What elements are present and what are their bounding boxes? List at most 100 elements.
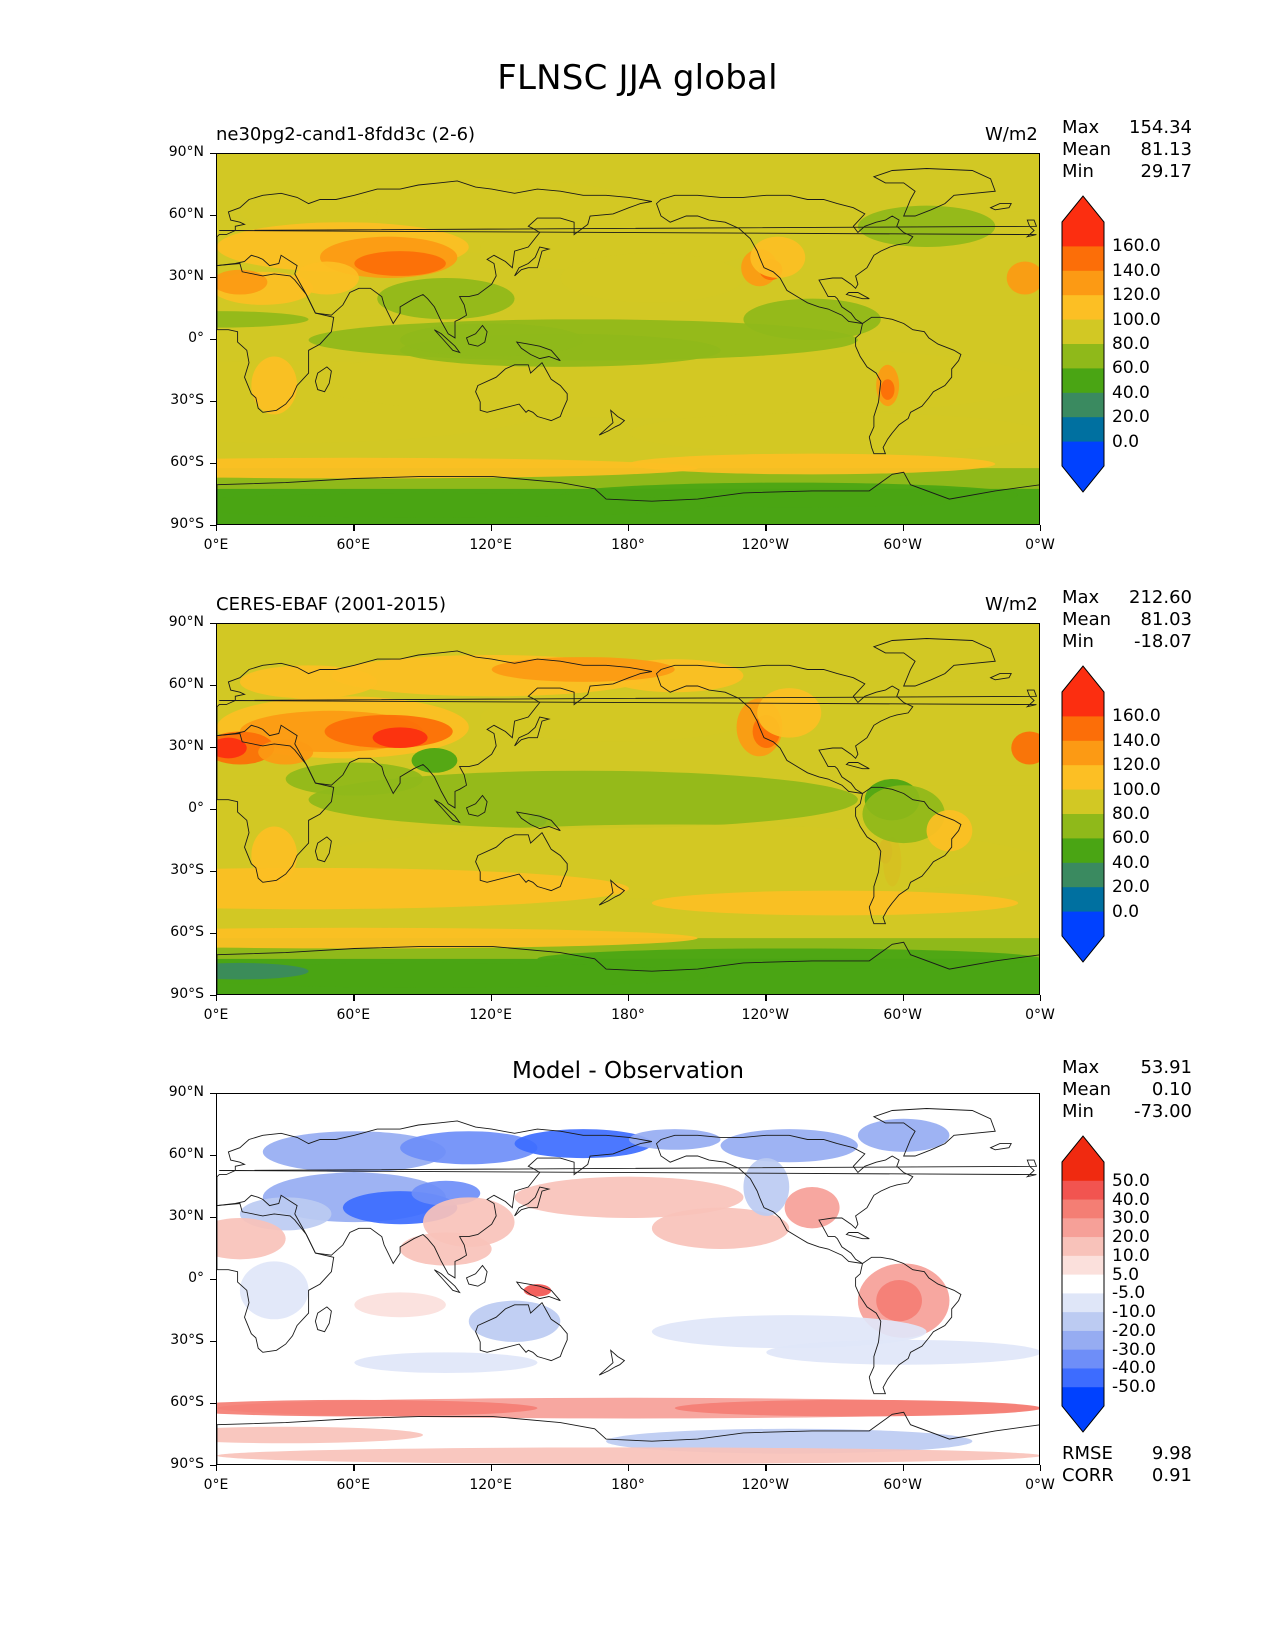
coastline-madagascar <box>314 836 332 863</box>
lon-tick-label: 120°E <box>469 1477 512 1493</box>
lon-tick-label: 0°E <box>203 1007 229 1023</box>
colorbar-segment <box>1062 1237 1104 1257</box>
coastline-japan <box>514 716 551 747</box>
lon-tick-mark <box>902 1465 904 1471</box>
field-contour-region <box>514 1129 652 1159</box>
lat-tick-mark <box>210 1217 216 1219</box>
colorbar-tick-label: 140.0 <box>1112 730 1161 751</box>
colorbar-tick-label: 120.0 <box>1112 285 1161 306</box>
lat-tick-mark <box>210 871 216 873</box>
colorbar-segment <box>1062 1162 1104 1182</box>
field-contour-region <box>217 269 268 295</box>
colorbar-tick-label: -10.0 <box>1112 1302 1156 1323</box>
field-contour-region <box>217 737 247 759</box>
lon-tick-mark <box>628 1465 630 1471</box>
colorbar-segment <box>1062 692 1104 717</box>
lon-tick-mark <box>216 1465 218 1471</box>
colorbar-tick-label: 40.0 <box>1112 852 1150 873</box>
colorbar-tick-label: 40.0 <box>1112 382 1150 403</box>
stats-diff: Max 53.91 Mean 0.10 Min -73.00 <box>1062 1057 1192 1123</box>
lon-tick-label: 120°W <box>741 537 790 553</box>
field-contour-region <box>537 948 1039 970</box>
colorbar-segment <box>1062 295 1104 321</box>
coastline-eurasia <box>217 180 652 339</box>
colorbar-outline <box>1061 195 1105 493</box>
field-contour-region <box>651 1315 927 1349</box>
coastline-sumatra <box>434 1269 461 1294</box>
field-contour-region <box>354 1352 538 1373</box>
colorbar-outline <box>1061 1135 1105 1433</box>
coastline-newguinea <box>515 1281 561 1302</box>
colorbar-segment <box>1062 716 1104 742</box>
colorbar-tick-label: 5.0 <box>1112 1264 1140 1285</box>
field-contour-region <box>239 195 378 229</box>
field-contour-region <box>674 1399 1039 1417</box>
coastline-greenland <box>872 1108 996 1157</box>
panel-units: W/m2 <box>985 124 1038 145</box>
coastline-northAmerica <box>655 194 914 324</box>
field-contour-region <box>468 1300 561 1342</box>
lon-tick-label: 60°W <box>883 1477 922 1493</box>
field-contour-region <box>651 890 1019 916</box>
coastline-uk <box>219 689 1038 708</box>
colorbar-segment <box>1062 740 1104 766</box>
field-contour-region <box>651 1207 790 1249</box>
field-contour-region <box>285 762 423 796</box>
colorbar-tick-label: 40.0 <box>1112 1189 1150 1210</box>
lat-tick-label: 30°N <box>168 1208 204 1224</box>
field-contour-region <box>239 665 378 699</box>
lat-tick-label: 60°N <box>168 206 204 222</box>
lat-tick-mark <box>210 463 216 465</box>
coastline-nz <box>598 1349 626 1376</box>
coastline-iceland <box>989 1143 1012 1151</box>
coastline-southAmerica <box>855 786 962 925</box>
colorbar-tick-label: 0.0 <box>1112 431 1140 452</box>
field-contour-region <box>217 1447 1039 1464</box>
panel-title: ne30pg2-cand1-8fdd3c (2-6) <box>216 124 476 145</box>
lat-tick-mark <box>210 339 216 341</box>
map-plot-diff <box>216 1093 1040 1465</box>
coastline-africa <box>217 1203 335 1353</box>
lon-tick-mark <box>490 1465 492 1471</box>
field-contour-region <box>629 453 996 475</box>
lat-tick-mark <box>210 1465 216 1467</box>
field-contour-region <box>743 1158 790 1216</box>
field-contour-region <box>784 1187 840 1229</box>
lat-tick-label: 90°N <box>168 1084 204 1100</box>
lat-tick-mark <box>210 685 216 687</box>
corr-label: CORR <box>1062 1465 1114 1486</box>
lon-tick-label: 0°W <box>1025 1477 1055 1493</box>
lat-tick-label: 60°S <box>170 454 204 470</box>
lon-tick-mark <box>1040 995 1042 1001</box>
lat-tick-label: 60°S <box>170 1394 204 1410</box>
coastline-nz <box>598 409 626 436</box>
lat-tick-label: 90°S <box>170 1456 204 1472</box>
lat-tick-label: 30°S <box>170 1332 204 1348</box>
coastline-africa <box>217 733 335 883</box>
lon-tick-label: 120°E <box>469 1007 512 1023</box>
stat-value: -73.00 <box>1133 1101 1192 1122</box>
field-contour-region <box>1011 731 1039 765</box>
colorbar-segment <box>1062 887 1104 913</box>
field-contour-region <box>372 727 428 748</box>
lat-tick-label: 0° <box>188 1270 204 1286</box>
field-contour-region <box>411 748 458 773</box>
colorbar-segment <box>1062 392 1104 418</box>
colorbar-segment <box>1062 1293 1104 1313</box>
colorbar-segment <box>1062 344 1104 369</box>
colorbar-segment <box>1062 1387 1104 1407</box>
colorbar-tick-label: 30.0 <box>1112 1208 1150 1229</box>
coastline-antarctica <box>217 941 1039 994</box>
field-contour-region <box>523 1284 552 1297</box>
lat-tick-label: 90°S <box>170 986 204 1002</box>
lat-tick-label: 30°N <box>168 268 204 284</box>
rmse-label: RMSE <box>1062 1443 1113 1464</box>
colorbar-tick-label: 20.0 <box>1112 877 1150 898</box>
colorbar-tick-label: -50.0 <box>1112 1377 1156 1398</box>
field-contour-region <box>217 1399 538 1417</box>
coastline-madagascar <box>314 366 332 393</box>
lon-tick-mark <box>628 995 630 1001</box>
coastline-japan <box>514 1186 551 1217</box>
colorbar-segment <box>1062 862 1104 888</box>
lon-tick-label: 180° <box>611 1007 645 1023</box>
